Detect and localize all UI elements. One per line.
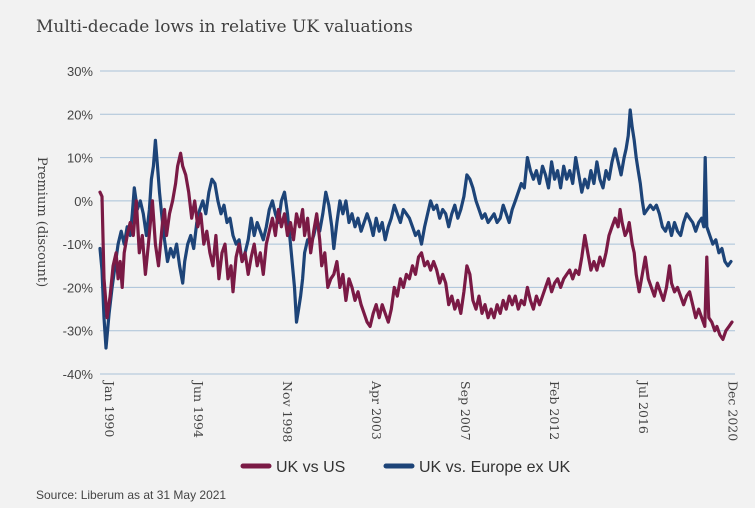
x-axis-ticks: Jan 1990 Jun 1994 Nov 1998 Apr 2003 Sep 2007… <box>102 379 740 442</box>
legend: UK vs US UK vs. Europe ex UK <box>240 459 571 476</box>
x-tick-label: Jun 1994 <box>191 379 206 438</box>
y-tick-label: -40% <box>63 367 94 382</box>
series-line-uk-vs-us <box>98 151 734 341</box>
chart-title: Multi-decade lows in relative UK valuati… <box>36 17 413 37</box>
x-tick-label: Feb 2012 <box>547 381 562 440</box>
series-lines <box>98 108 734 350</box>
series-line-uk-vs-europe <box>98 108 733 350</box>
y-tick-label: 20% <box>67 107 93 122</box>
legend-label-uk-vs-us: UK vs US <box>276 459 345 476</box>
y-tick-label: -30% <box>63 324 94 339</box>
y-tick-label: 10% <box>67 151 93 166</box>
y-tick-label: 0% <box>74 194 93 209</box>
y-axis-label: Premium (discount) <box>34 157 49 287</box>
y-tick-label: -20% <box>63 280 94 295</box>
y-tick-label: -10% <box>63 237 94 252</box>
grid-lines <box>100 70 735 375</box>
x-tick-label: Jul 2016 <box>636 379 651 434</box>
source-note: Source: Liberum as at 31 May 2021 <box>36 488 227 502</box>
x-tick-label: Sep 2007 <box>458 381 473 441</box>
y-axis-ticks: 30% 20% 10% 0% -10% -20% -30% -40% <box>63 64 94 382</box>
x-tick-label: Apr 2003 <box>369 380 384 440</box>
x-tick-label: Nov 1998 <box>280 381 295 442</box>
legend-label-uk-vs-europe: UK vs. Europe ex UK <box>419 459 571 476</box>
x-tick-label: Dec 2020 <box>725 381 740 441</box>
x-tick-label: Jan 1990 <box>102 379 117 437</box>
y-tick-label: 30% <box>67 64 93 79</box>
